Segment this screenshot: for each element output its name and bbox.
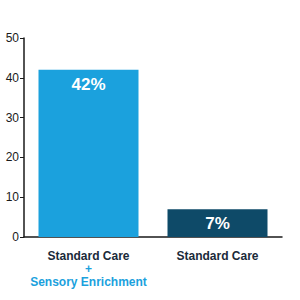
svg-text:42%: 42% [71,75,105,94]
svg-text:+: + [85,262,92,276]
svg-text:50: 50 [6,31,20,45]
svg-text:30: 30 [6,111,20,125]
svg-text:Sensory Enrichment: Sensory Enrichment [30,275,147,289]
svg-text:10: 10 [6,190,20,204]
svg-text:20: 20 [6,150,20,164]
svg-text:0: 0 [12,230,19,244]
svg-text:40: 40 [6,71,20,85]
svg-text:7%: 7% [205,214,230,233]
svg-text:Standard Care: Standard Care [47,249,129,263]
svg-text:Standard Care: Standard Care [176,249,258,263]
